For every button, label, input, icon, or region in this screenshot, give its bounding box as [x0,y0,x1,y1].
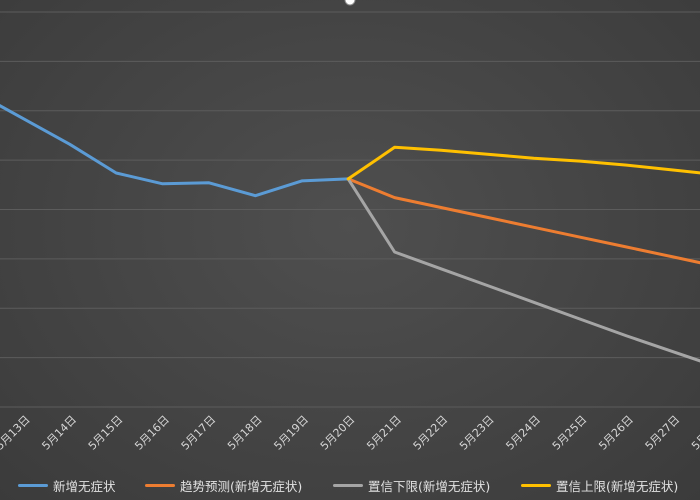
legend-item-1: 趋势预测(新增无症状) [145,476,302,495]
x-tick-label: 5月16日 [132,413,172,453]
legend-item-0: 新增无症状 [18,476,116,495]
x-tick-label: 5月23日 [457,413,497,453]
legend-label-0: 新增无症状 [53,479,116,494]
series-line-1 [346,177,700,265]
series-line-3 [346,145,700,181]
x-tick-label: 5月13日 [0,413,33,453]
x-tick-label: 5月25日 [550,413,590,453]
legend-swatch-3 [521,484,551,487]
x-tick-label: 5月22日 [411,413,451,453]
x-tick-label: 5月15日 [86,413,126,453]
x-tick-label: 5月17日 [179,413,219,453]
legend-label-1: 趋势预测(新增无症状) [180,479,303,494]
legend: 新增无症状 趋势预测(新增无症状) 置信下限(新增无症状) 置信上限(新增无症状… [0,474,700,496]
x-tick-label: 5月20日 [318,413,358,453]
series-line-2 [346,177,700,363]
legend-item-2: 置信下限(新增无症状) [333,476,490,495]
legend-label-2: 置信下限(新增无症状) [368,479,491,494]
x-tick-label: 5月24日 [503,413,543,453]
legend-swatch-2 [333,484,363,487]
series-line-0 [0,104,350,198]
x-tick-label: 5月19日 [271,413,311,453]
x-tick-label: 5月27日 [643,413,683,453]
legend-label-3: 置信上限(新增无症状) [556,479,679,494]
legend-swatch-0 [18,484,48,487]
chart-handle-top[interactable] [344,0,356,6]
x-tick-label: 5月28日 [689,413,700,453]
x-tick-label: 5月21日 [364,413,404,453]
x-tick-label: 5月26日 [596,413,636,453]
x-axis-tick-labels: 5月13日 5月14日 5月15日 5月16日 5月17日 5月18日 5月19日 5月20日… [0,413,700,453]
gridlines [0,11,700,408]
series-lines [0,104,700,363]
legend-swatch-1 [145,484,175,487]
x-tick-label: 5月18日 [225,413,265,453]
x-tick-label: 5月14日 [39,413,79,453]
legend-item-3: 置信上限(新增无症状) [521,476,678,495]
